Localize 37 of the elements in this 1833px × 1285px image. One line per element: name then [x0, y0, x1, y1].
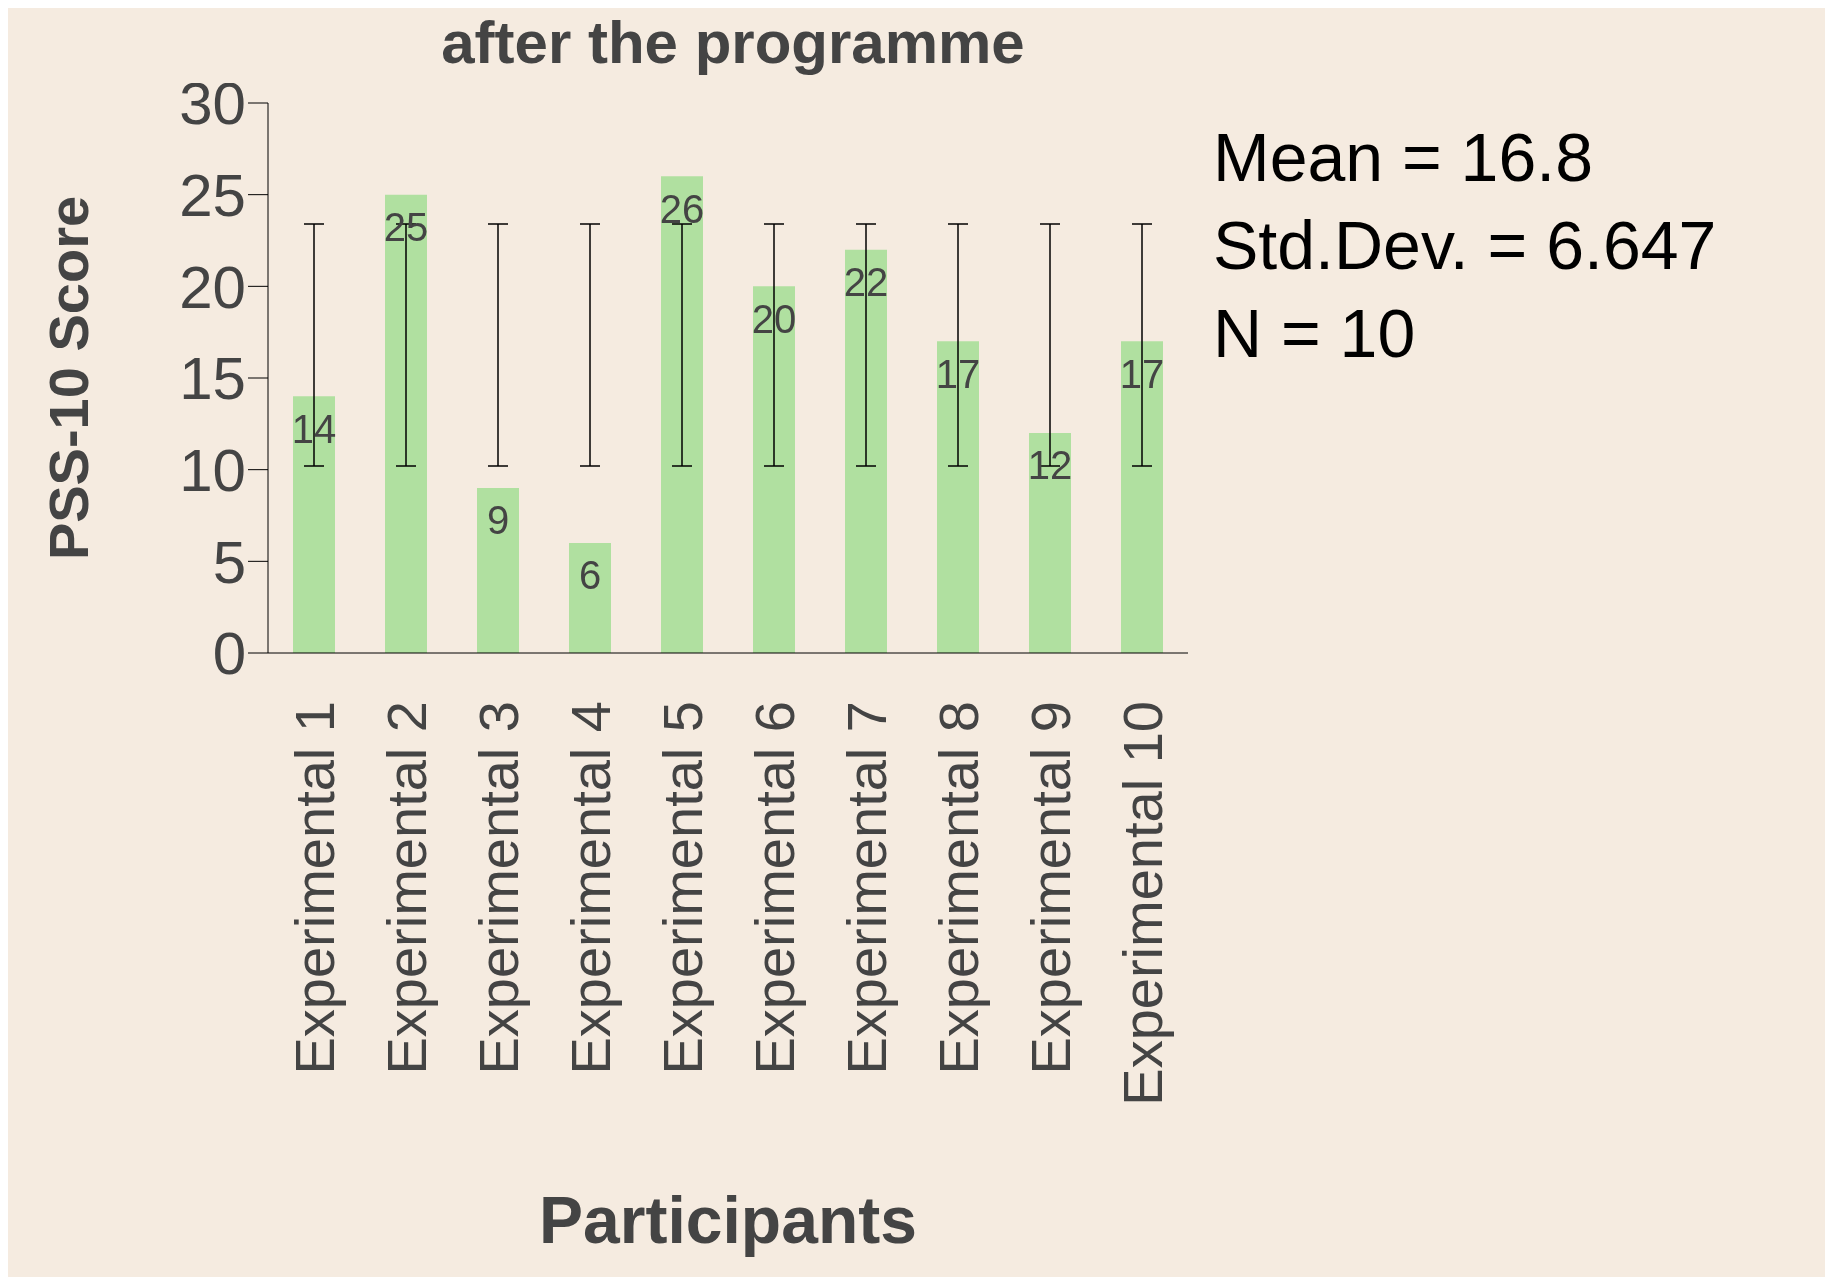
- x-tick-label: Experimental 2: [374, 701, 438, 1075]
- bar: [661, 176, 703, 653]
- x-tick-label: Experimental 7: [834, 701, 898, 1075]
- bar: [1121, 341, 1163, 653]
- x-axis-title: Participants: [539, 1183, 917, 1257]
- data-label: 12: [1027, 443, 1073, 488]
- x-tick-label: Experimental 3: [466, 701, 530, 1075]
- data-label: 6: [578, 553, 602, 598]
- bar: [753, 286, 795, 653]
- x-tick-label: Experimental 4: [558, 701, 622, 1075]
- x-tick-label: Experimental 9: [1018, 701, 1082, 1075]
- bar: [845, 249, 887, 653]
- data-label: 25: [383, 205, 429, 250]
- y-tick-label: 10: [179, 436, 246, 504]
- y-tick-label: 5: [212, 528, 246, 596]
- y-tick-label: 15: [179, 345, 246, 413]
- text: N = 10: [1213, 294, 1417, 373]
- x-tick-label: Experimental 6: [742, 701, 806, 1075]
- x-tick-label: Experimental 5: [650, 701, 714, 1075]
- bar: [1029, 433, 1071, 653]
- data-label: 9: [486, 498, 510, 543]
- y-tick-label: 25: [179, 161, 246, 229]
- bar: [937, 341, 979, 653]
- x-tick-label: Experimental 8: [926, 701, 990, 1075]
- y-tick-label: 0: [212, 620, 246, 688]
- chart-title: after the programme: [440, 8, 1026, 77]
- x-tick-label: Experimental 1: [282, 701, 346, 1075]
- text: Mean = 16.8: [1213, 118, 1594, 197]
- text: Std.Dev. = 6.647: [1213, 206, 1717, 285]
- data-label: 26: [659, 186, 705, 231]
- y-axis-title: PSS-10 Score: [36, 195, 100, 561]
- bar: [569, 543, 611, 653]
- y-tick-label: 30: [179, 70, 246, 138]
- bar: [477, 488, 519, 653]
- bar: [385, 194, 427, 653]
- x-tick-label: Experimental 10: [1110, 701, 1174, 1106]
- y-tick-label: 20: [179, 253, 246, 321]
